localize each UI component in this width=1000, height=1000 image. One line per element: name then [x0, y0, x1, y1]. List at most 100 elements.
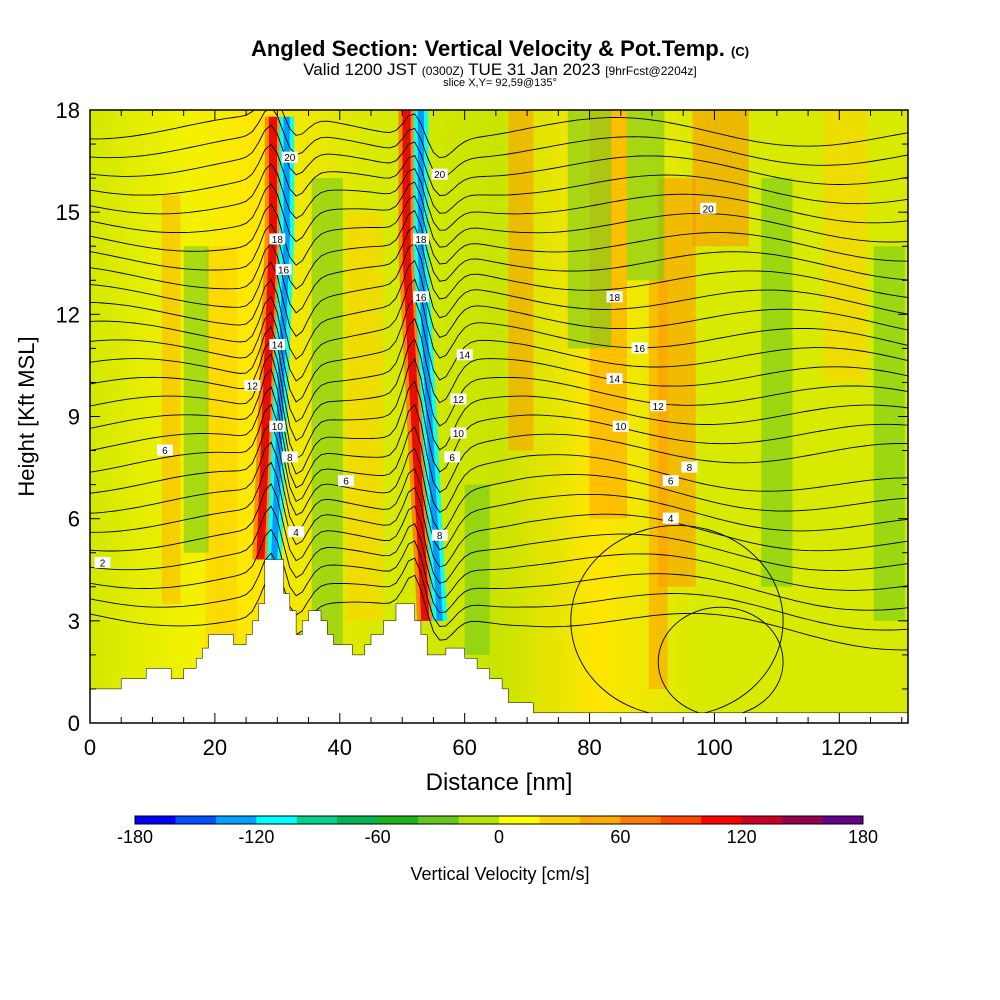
theta-contour [90, 574, 908, 651]
contour-label-text: 18 [609, 293, 621, 304]
y-tick-label: 0 [68, 711, 80, 736]
x-tick-label: 20 [203, 735, 227, 760]
theta-contour [90, 225, 908, 314]
colorbar-tick-label: 120 [727, 827, 757, 847]
valid-utc: (0300Z) [421, 64, 464, 78]
theta-contour [90, 259, 908, 360]
updraft-streak [508, 110, 534, 451]
y-tick-label: 9 [68, 405, 80, 430]
theta-contour [90, 528, 908, 614]
y-tick-label: 18 [56, 98, 80, 123]
theta-contour [90, 278, 908, 382]
contour-label-text: 18 [415, 235, 427, 246]
colorbar-swatch [296, 816, 338, 824]
theta-contour [90, 163, 908, 231]
x-tick-label: 40 [328, 735, 352, 760]
theta-contour [90, 242, 908, 337]
valid-date: TUE 31 Jan 2023 [468, 60, 601, 79]
y-axis-label: Height [Kft MSL] [14, 336, 39, 496]
contour-label: 6 [662, 475, 679, 488]
contour-label-text: 10 [615, 422, 627, 433]
contour-label-text: 18 [272, 235, 284, 246]
theta-contour [90, 552, 908, 631]
colorbar-swatch [701, 816, 743, 824]
colorbar-swatch [337, 816, 379, 824]
downdraft-plume-core [271, 116, 290, 560]
contour-label-text: 12 [247, 381, 259, 392]
theta-contour [90, 110, 908, 178]
colorbar-swatch [499, 816, 540, 824]
theta-contour [90, 385, 908, 494]
axes: 0 20 40 60 80 100 120 0 3 6 9 12 15 18 Distance [nm] He… [14, 98, 908, 796]
colorbar-tick-label: 60 [610, 827, 630, 847]
y-tick-label: 3 [68, 609, 80, 634]
theta-contour [90, 461, 908, 568]
potential-temperature-contours [90, 110, 908, 717]
colorbar-swatch [620, 816, 662, 824]
downdraft-streak [873, 246, 905, 621]
updraft-plume-core [256, 116, 278, 560]
chart-title-text: Angled Section: Vertical Velocity & Pot.… [250, 36, 725, 61]
contour-label: 4 [288, 526, 305, 539]
contour-label-text: 8 [437, 531, 443, 542]
contour-label: 8 [431, 529, 448, 542]
theta-contour [90, 143, 908, 214]
colorbar-swatch [822, 816, 864, 824]
theta-contour [90, 209, 908, 290]
contour-label: 14 [456, 349, 473, 362]
colorbar-swatch [579, 816, 621, 824]
colorbar-tick-label: -60 [365, 827, 391, 847]
contour-label-text: 10 [272, 422, 284, 433]
colorbar-tick-label: -180 [117, 827, 153, 847]
contour-label-text: 6 [343, 477, 349, 488]
theta-contour [90, 195, 908, 266]
downdraft-streak [567, 110, 612, 349]
vertical-velocity-field [90, 110, 908, 723]
colorbar-swatch [741, 816, 783, 824]
contour-label: 16 [412, 291, 429, 304]
updraft-streak [161, 195, 181, 604]
theta-contour [90, 482, 908, 584]
contour-label-text: 8 [287, 453, 293, 464]
chart-title: Angled Section: Vertical Velocity & Pot.… [0, 36, 1000, 62]
contour-label: 10 [269, 420, 286, 433]
colorbar-tick-label: -120 [238, 827, 274, 847]
colorbar-swatch [175, 816, 217, 824]
contour-label-text: 16 [415, 293, 427, 304]
contour-label: 18 [606, 291, 623, 304]
contour-label-text: 4 [668, 514, 674, 525]
contour-label: 2 [94, 556, 111, 569]
contour-label: 18 [269, 233, 286, 246]
x-tick-label: 100 [696, 735, 733, 760]
contour-label: 12 [450, 393, 467, 406]
theta-contour [90, 181, 908, 248]
contour-label-text: 6 [449, 453, 455, 464]
colorbar-swatch [377, 816, 419, 824]
theta-contour [90, 317, 908, 423]
theta-contour [90, 403, 908, 514]
colorbar-swatch [135, 816, 176, 824]
contour-label-text: 12 [653, 402, 665, 413]
x-axis-label: Distance [nm] [426, 769, 573, 796]
colorbar-tick-label: 180 [848, 827, 878, 847]
contour-label: 6 [444, 451, 461, 464]
contour-label: 12 [650, 400, 667, 413]
valid-prefix: Valid 1200 JST [303, 60, 417, 79]
colorbar-label: Vertical Velocity [cm/s] [410, 864, 590, 884]
colorbar-tick-label: 0 [494, 827, 504, 847]
contour-label: 10 [450, 427, 467, 440]
colorbar-swatch [256, 816, 298, 824]
colorbar: -180 -120 -60 0 60 120 180 [117, 815, 878, 847]
contour-label: 6 [156, 444, 173, 457]
slice-label: slice X,Y= 92,59@135° [443, 77, 557, 89]
contour-label: 18 [412, 233, 429, 246]
contour-label: 20 [431, 168, 448, 181]
contour-label-text: 6 [668, 477, 674, 488]
contour-label-text: 20 [434, 170, 446, 181]
y-tick-label: 12 [56, 302, 80, 327]
contour-label: 8 [281, 451, 298, 464]
contour-label-text: 4 [293, 528, 299, 539]
colorbar-swatch [660, 816, 702, 824]
theta-contour [90, 353, 908, 460]
y-tick-label: 6 [68, 507, 80, 532]
